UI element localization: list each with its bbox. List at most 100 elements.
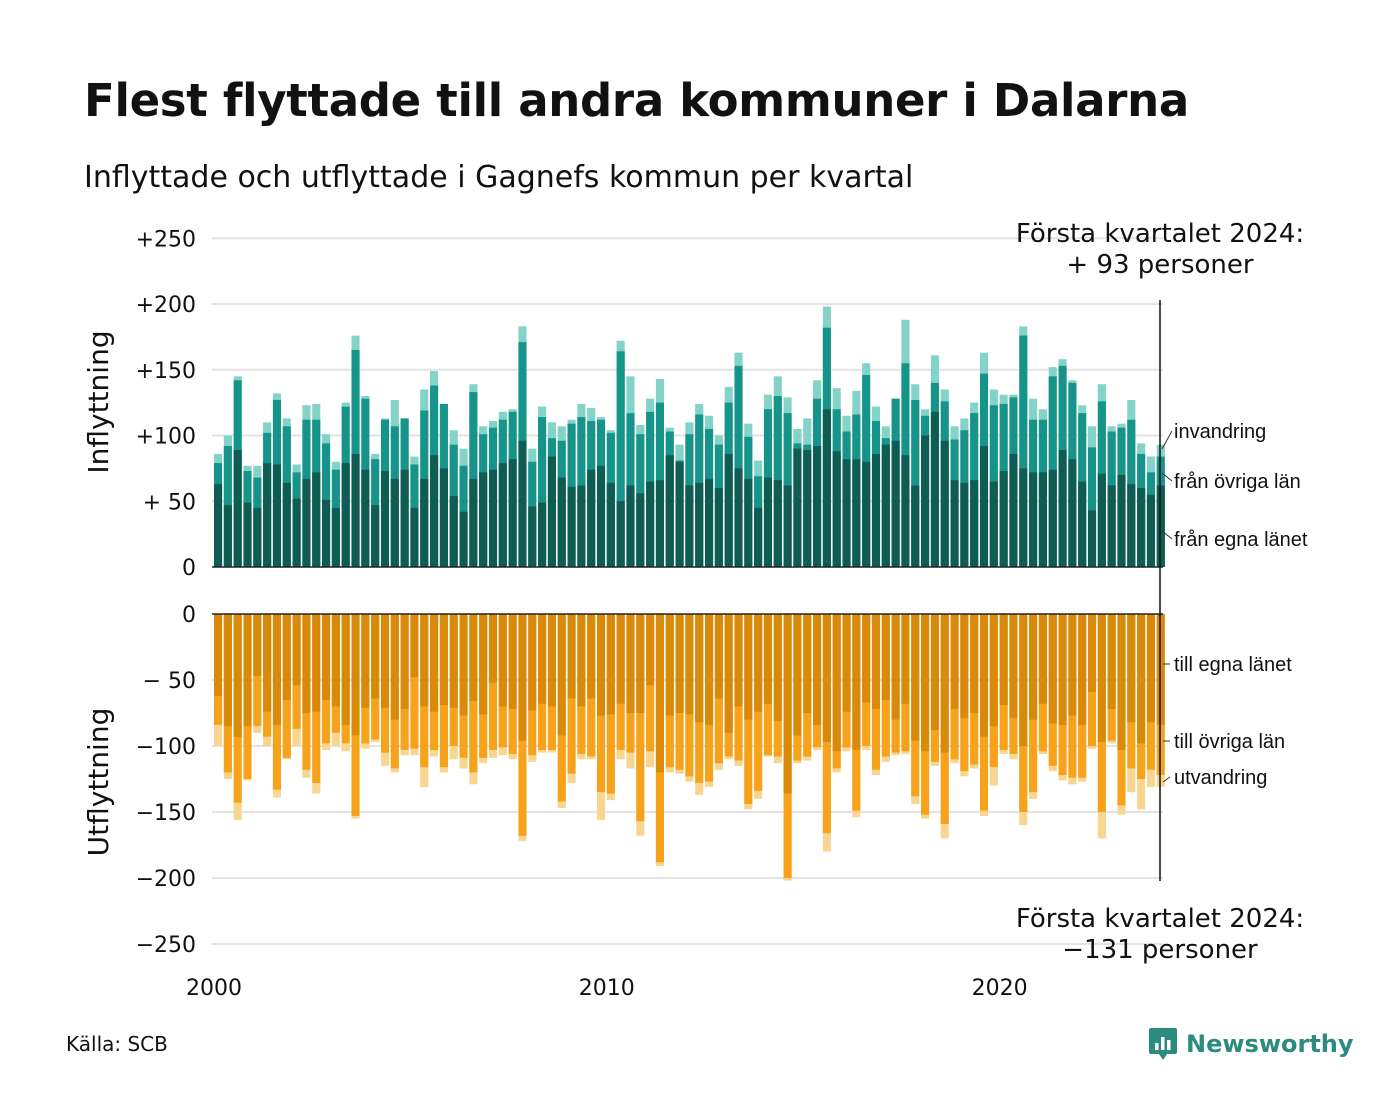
bar-in-egna-lanet <box>626 485 635 567</box>
bar-out-egna-lanet <box>979 614 989 737</box>
annotation-top-line1: Första kvartalet 2024: <box>1016 219 1304 249</box>
bar-in-egna-lanet <box>989 481 998 567</box>
bar-out-egna-lanet <box>891 614 900 720</box>
bar-in-egna-lanet <box>567 486 576 567</box>
bar-in-egna-lanet <box>518 440 527 567</box>
bar-out-egna-lanet <box>862 614 871 703</box>
bar-in-egna-lanet <box>1058 449 1067 567</box>
bar-out-egna-lanet <box>214 614 223 696</box>
bar-out-egna-lanet <box>999 614 1008 706</box>
bar-in-egna-lanet <box>734 468 743 567</box>
bar-in-egna-lanet <box>263 463 272 567</box>
bar-out-egna-lanet <box>341 614 350 725</box>
series-label-out: till övriga län <box>1174 731 1285 753</box>
bar-in-egna-lanet <box>439 468 448 567</box>
bar-out-egna-lanet <box>793 614 802 736</box>
newsworthy-logo-icon <box>1149 1028 1177 1060</box>
bar-in-egna-lanet <box>665 455 674 567</box>
bar-out-egna-lanet <box>881 614 890 700</box>
bar-out-egna-lanet <box>911 614 920 741</box>
bar-in-egna-lanet <box>842 459 851 567</box>
bar-out-egna-lanet <box>1058 614 1067 725</box>
series-label-in: från egna länet <box>1174 529 1308 551</box>
bar-in-egna-lanet <box>714 488 723 567</box>
y-tick-label-bottom: −150 <box>136 801 196 826</box>
y-tick-label-bottom: −100 <box>136 735 196 760</box>
bar-out-egna-lanet <box>685 614 694 715</box>
bar-out-egna-lanet <box>842 614 851 712</box>
y-axis-title-top: Inflyttning <box>82 330 115 473</box>
bar-out-egna-lanet <box>960 614 969 719</box>
bar-out-egna-lanet <box>734 614 743 707</box>
bar-out-egna-lanet <box>1107 614 1116 710</box>
bar-out-egna-lanet <box>253 614 262 677</box>
series-leader-line <box>1161 430 1173 450</box>
bar-out-egna-lanet <box>695 614 704 723</box>
bar-in-egna-lanet <box>371 505 380 567</box>
bar-out-egna-lanet <box>371 614 380 699</box>
bar-out-egna-lanet <box>351 614 360 736</box>
bar-out-egna-lanet <box>724 614 733 733</box>
bar-in-egna-lanet <box>891 440 900 567</box>
bar-out-egna-lanet <box>420 614 429 707</box>
series-leader-line <box>1162 776 1171 783</box>
bar-out-egna-lanet <box>430 614 439 712</box>
bar-out-egna-lanet <box>322 614 331 700</box>
bar-out-egna-lanet <box>901 614 910 704</box>
bar-in-egna-lanet <box>901 455 910 567</box>
bar-out-egna-lanet <box>331 614 340 707</box>
bar-out-egna-lanet <box>1127 614 1136 723</box>
bar-out-egna-lanet <box>714 614 723 699</box>
bar-in-egna-lanet <box>380 471 390 567</box>
bar-out-egna-lanet <box>587 614 596 699</box>
bar-out-egna-lanet <box>921 614 930 752</box>
bar-in-egna-lanet <box>1146 494 1155 567</box>
bar-in-egna-lanet <box>557 477 566 567</box>
bar-in-egna-lanet <box>862 461 871 567</box>
bar-in-egna-lanet <box>675 461 684 567</box>
bar-out-egna-lanet <box>705 614 714 725</box>
bar-out-egna-lanet <box>1097 614 1106 743</box>
bar-out-egna-lanet <box>950 614 959 710</box>
bar-in-egna-lanet <box>1029 472 1038 567</box>
bar-out-egna-lanet <box>989 614 998 727</box>
bar-in-ovriga-lan <box>1087 447 1097 567</box>
series-label-out: till egna länet <box>1174 654 1292 676</box>
bar-out-egna-lanet <box>302 614 311 713</box>
bar-out-egna-lanet <box>390 614 399 720</box>
bar-in-egna-lanet <box>1038 472 1047 567</box>
bar-in-ovriga-lan <box>911 399 920 567</box>
bar-in-egna-lanet <box>292 498 301 567</box>
bar-in-egna-lanet <box>223 505 232 567</box>
bar-in-egna-lanet <box>1048 469 1057 567</box>
bar-in-egna-lanet <box>596 465 606 567</box>
y-tick-label-top: +250 <box>136 227 196 252</box>
bar-in-egna-lanet <box>636 493 645 567</box>
bar-in-egna-lanet <box>970 480 979 567</box>
y-tick-label-top: + 50 <box>143 490 196 515</box>
bar-out-egna-lanet <box>449 614 458 708</box>
bar-in-egna-lanet <box>430 455 439 567</box>
bar-in-egna-lanet <box>950 480 959 567</box>
bar-out-egna-lanet <box>822 614 831 743</box>
bar-in-egna-lanet <box>999 471 1008 567</box>
bar-out-egna-lanet <box>488 614 498 683</box>
bar-in-egna-lanet <box>587 469 596 567</box>
bar-in-egna-lanet <box>1087 510 1097 567</box>
bar-in-egna-lanet <box>479 472 488 567</box>
bar-in-ovriga-lan <box>616 351 625 567</box>
bar-in-egna-lanet <box>724 453 733 567</box>
bar-out-egna-lanet <box>439 614 448 706</box>
annotation-bottom-line1: Första kvartalet 2024: <box>1016 904 1304 934</box>
bar-in-egna-lanet <box>528 506 537 567</box>
bar-out-egna-lanet <box>272 614 282 725</box>
series-leader-line <box>1161 472 1173 482</box>
y-tick-label-top: +100 <box>136 425 196 450</box>
series-label-in: invandring <box>1174 421 1266 443</box>
bar-out-egna-lanet <box>479 614 488 715</box>
bar-in-egna-lanet <box>685 485 694 567</box>
bar-in-egna-lanet <box>272 464 282 567</box>
bar-out-egna-lanet <box>665 614 674 716</box>
newsworthy-logo[interactable]: Newsworthy <box>1148 1024 1354 1064</box>
